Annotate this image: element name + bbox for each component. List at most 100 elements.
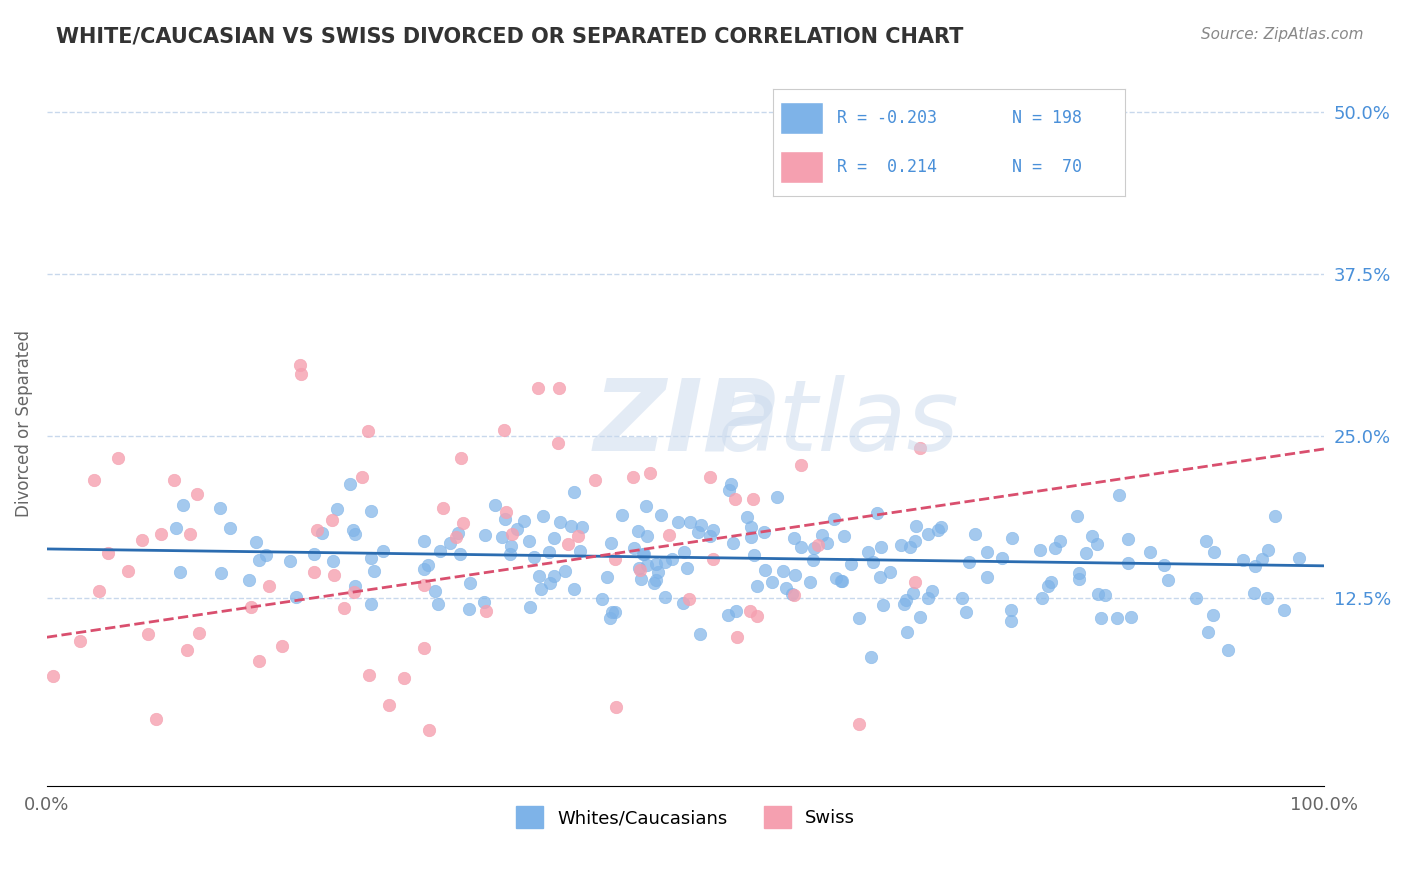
Point (775, 581, 797, 595)
Point (872, 598, 894, 612)
Point (1090, 610, 1112, 624)
Point (458, 576, 481, 591)
Text: R = -0.203: R = -0.203 (837, 109, 936, 127)
Text: R =  0.214: R = 0.214 (837, 159, 936, 177)
Point (1116, 556, 1139, 570)
Point (432, 501, 454, 516)
Point (356, 424, 378, 438)
Point (957, 555, 980, 569)
Point (254, 548, 277, 562)
Point (600, 605, 623, 619)
Point (245, 534, 267, 549)
Point (475, 604, 498, 618)
Point (668, 515, 690, 529)
Point (494, 423, 516, 437)
Point (740, 530, 762, 544)
Point (360, 504, 382, 518)
Point (917, 526, 939, 541)
Point (1029, 543, 1052, 558)
Point (689, 626, 711, 640)
Point (494, 512, 516, 526)
Point (350, 469, 373, 483)
Point (917, 591, 939, 606)
Point (630, 572, 652, 586)
Point (567, 529, 589, 543)
Point (360, 550, 382, 565)
Point (107, 451, 129, 466)
Point (117, 565, 139, 579)
Point (1251, 552, 1274, 566)
Point (627, 524, 650, 538)
Point (257, 579, 280, 593)
Point (150, 527, 173, 541)
Point (378, 698, 401, 712)
Text: Source: ZipAtlas.com: Source: ZipAtlas.com (1201, 27, 1364, 42)
Point (738, 604, 761, 618)
Point (519, 600, 541, 615)
Point (1045, 541, 1067, 556)
Point (976, 570, 998, 584)
Point (491, 530, 513, 544)
Point (640, 467, 662, 481)
Point (363, 564, 385, 578)
Point (1195, 533, 1218, 548)
Point (848, 611, 870, 625)
Point (69, 634, 91, 648)
Text: N =  70: N = 70 (1012, 159, 1083, 177)
Point (418, 723, 440, 738)
Point (512, 514, 534, 528)
Point (1066, 508, 1088, 523)
Text: atlas: atlas (718, 375, 959, 472)
Point (449, 547, 471, 561)
Point (1067, 566, 1090, 580)
FancyBboxPatch shape (780, 152, 823, 184)
Point (807, 538, 830, 552)
Point (810, 528, 832, 542)
Point (547, 435, 569, 450)
Point (745, 579, 768, 593)
Point (371, 544, 394, 558)
Point (359, 668, 381, 682)
Text: ZIP: ZIP (593, 375, 778, 472)
Point (522, 549, 544, 564)
Point (418, 558, 440, 573)
Point (412, 562, 434, 576)
Point (172, 498, 194, 512)
Point (1031, 591, 1053, 606)
Point (869, 570, 891, 584)
Point (179, 527, 201, 541)
Point (547, 381, 569, 395)
Point (247, 654, 270, 668)
Point (621, 470, 644, 484)
Point (186, 487, 208, 501)
Point (890, 539, 912, 553)
Point (550, 515, 572, 529)
Point (823, 512, 845, 526)
Point (815, 535, 838, 549)
Point (1040, 575, 1063, 590)
Point (533, 509, 555, 524)
Point (636, 558, 658, 573)
Point (790, 458, 813, 472)
Point (165, 521, 187, 535)
Point (526, 380, 548, 394)
Point (247, 552, 270, 566)
Point (717, 607, 740, 622)
Point (830, 574, 852, 589)
Point (458, 601, 481, 615)
Point (1244, 559, 1267, 574)
Point (991, 550, 1014, 565)
Point (322, 554, 344, 568)
Point (554, 564, 576, 578)
Point (702, 552, 724, 566)
Point (557, 537, 579, 551)
Point (163, 473, 186, 487)
Point (290, 358, 312, 372)
Point (501, 526, 523, 541)
Point (560, 518, 582, 533)
Point (963, 527, 986, 541)
Point (599, 610, 621, 624)
Point (1105, 610, 1128, 624)
Point (1256, 543, 1278, 558)
FancyBboxPatch shape (780, 102, 823, 134)
